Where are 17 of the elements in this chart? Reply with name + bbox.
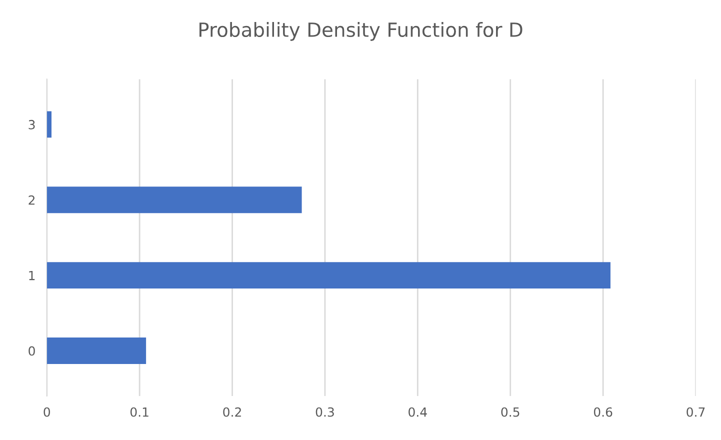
y-tick-label: 3 <box>28 120 35 130</box>
x-tick-label: 0.4 <box>408 407 427 417</box>
y-tick-label: 2 <box>28 195 34 205</box>
bar <box>46 111 52 138</box>
x-tick-label: 0.5 <box>501 407 520 417</box>
bar <box>46 262 610 289</box>
bar <box>46 186 302 214</box>
x-tick-label: 0 <box>44 407 50 417</box>
x-tick-label: 0.6 <box>594 407 612 417</box>
y-tick-label: 1 <box>29 270 35 280</box>
x-tick-label: 0.2 <box>223 407 241 417</box>
bar <box>46 338 146 364</box>
x-tick-label: 0.1 <box>130 407 148 417</box>
x-tick-label: 0.7 <box>686 407 705 417</box>
x-tick-label: 0.3 <box>316 407 334 417</box>
chart-title: Probability Density Function for D <box>199 22 522 41</box>
y-tick-label: 0 <box>28 346 35 356</box>
